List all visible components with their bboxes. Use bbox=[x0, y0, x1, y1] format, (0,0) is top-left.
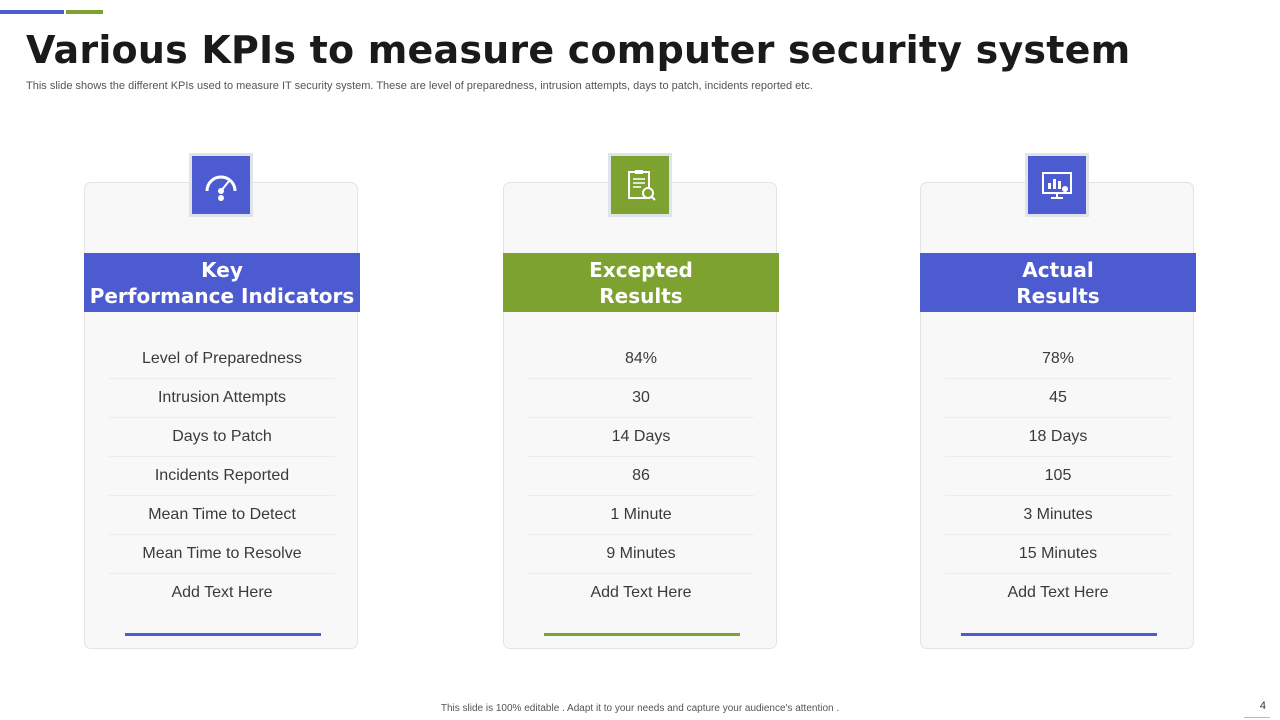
list-item: Mean Time to Detect bbox=[109, 496, 335, 535]
list-item: 84% bbox=[528, 340, 754, 379]
kpi-header-line2: Performance Indicators bbox=[89, 283, 355, 308]
list-item: 18 Days bbox=[945, 418, 1171, 457]
expected-header-line1: Excepted bbox=[589, 257, 693, 282]
list-item: 14 Days bbox=[528, 418, 754, 457]
list-item: 105 bbox=[945, 457, 1171, 496]
kpi-card: Key Performance Indicators Level of Prep… bbox=[84, 153, 360, 649]
actual-results-list: 78% 45 18 Days 105 3 Minutes 15 Minutes … bbox=[945, 340, 1171, 612]
page-subtitle: This slide shows the different KPIs used… bbox=[26, 80, 813, 92]
list-item: Mean Time to Resolve bbox=[109, 535, 335, 574]
actual-results-header: Actual Results bbox=[920, 253, 1196, 312]
list-item: Level of Preparedness bbox=[109, 340, 335, 379]
card-underline bbox=[125, 633, 321, 636]
expected-header-line2: Results bbox=[599, 283, 683, 308]
list-item: Add Text Here bbox=[590, 584, 692, 601]
page-number-underline bbox=[1244, 717, 1270, 718]
list-item: 9 Minutes bbox=[528, 535, 754, 574]
kpi-header: Key Performance Indicators bbox=[84, 253, 360, 312]
clipboard-check-icon bbox=[608, 153, 672, 217]
accent-bar-blue bbox=[0, 10, 64, 14]
list-item: 1 Minute bbox=[528, 496, 754, 535]
card-underline bbox=[544, 633, 740, 636]
monitor-chart-icon bbox=[1025, 153, 1089, 217]
kpi-header-line1: Key bbox=[201, 257, 243, 282]
expected-results-header: Excepted Results bbox=[503, 253, 779, 312]
list-item: 86 bbox=[528, 457, 754, 496]
actual-header-line1: Actual bbox=[1022, 257, 1094, 282]
page-number: 4 bbox=[1259, 700, 1266, 712]
list-item: Add Text Here bbox=[1007, 584, 1109, 601]
footer-note: This slide is 100% editable . Adapt it t… bbox=[440, 703, 840, 714]
list-item: Intrusion Attempts bbox=[109, 379, 335, 418]
expected-results-card: Excepted Results 84% 30 14 Days 86 1 Min… bbox=[503, 153, 779, 649]
list-item: Incidents Reported bbox=[109, 457, 335, 496]
card-underline bbox=[961, 633, 1157, 636]
list-item: 45 bbox=[945, 379, 1171, 418]
actual-header-line2: Results bbox=[1016, 283, 1100, 308]
accent-bar-green bbox=[66, 10, 103, 14]
expected-results-list: 84% 30 14 Days 86 1 Minute 9 Minutes Add… bbox=[528, 340, 754, 612]
list-item: Days to Patch bbox=[109, 418, 335, 457]
list-item: 15 Minutes bbox=[945, 535, 1171, 574]
list-item: Add Text Here bbox=[171, 584, 273, 601]
list-item: 30 bbox=[528, 379, 754, 418]
list-item: 78% bbox=[945, 340, 1171, 379]
actual-results-card: Actual Results 78% 45 18 Days 105 3 Minu… bbox=[920, 153, 1196, 649]
list-item: 3 Minutes bbox=[945, 496, 1171, 535]
page-title: Various KPIs to measure computer securit… bbox=[26, 28, 1131, 72]
kpi-list: Level of Preparedness Intrusion Attempts… bbox=[109, 340, 335, 612]
gauge-icon bbox=[189, 153, 253, 217]
